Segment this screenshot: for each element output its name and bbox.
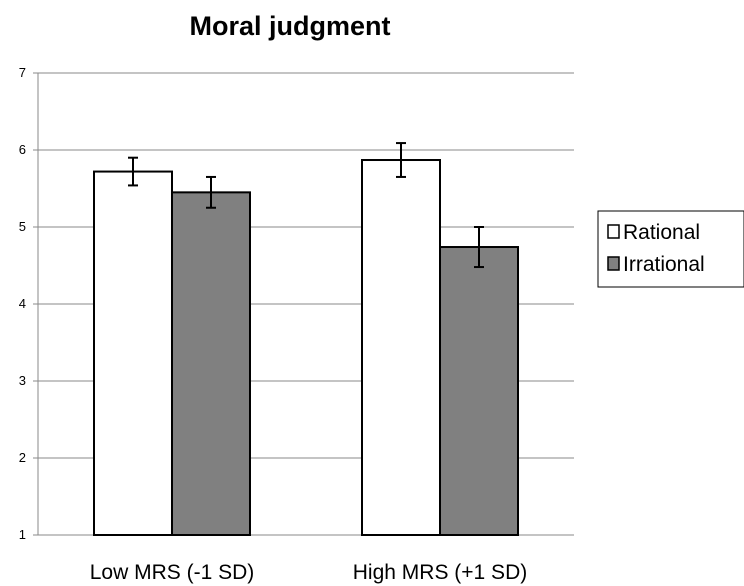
error-bar <box>396 142 406 178</box>
legend-swatch-rational <box>607 224 620 239</box>
y-tick-label: 1 <box>19 527 26 542</box>
legend-label-rational: Rational <box>623 221 700 244</box>
error-bar <box>128 156 138 187</box>
y-tick-label: 2 <box>19 450 26 465</box>
legend-label-irrational: Irrational <box>623 253 705 276</box>
y-tick-label: 7 <box>19 65 26 80</box>
bar-rational-2 <box>361 159 441 536</box>
bar-irrational-1 <box>171 191 251 536</box>
legend-swatch-irrational <box>607 256 620 271</box>
error-bar <box>474 226 484 269</box>
y-tick-label: 6 <box>19 142 26 157</box>
y-tick-label: 3 <box>19 373 26 388</box>
chart-title: Moral judgment <box>190 11 391 41</box>
x-category-label: High MRS (+1 SD) <box>353 561 527 584</box>
bar-rational-1 <box>93 170 173 536</box>
legend-box <box>597 210 744 288</box>
x-category-label: Low MRS (-1 SD) <box>90 561 255 584</box>
y-tick-label: 4 <box>19 296 26 311</box>
legend: Rational Irrational <box>597 210 744 288</box>
bar-irrational-2 <box>439 246 519 537</box>
y-tick-label: 5 <box>19 219 26 234</box>
plot-area: 1 2 3 4 5 6 7 Low MRS (-1 SD) High MRS (+1 SD) <box>19 65 574 584</box>
error-bar <box>206 175 216 209</box>
